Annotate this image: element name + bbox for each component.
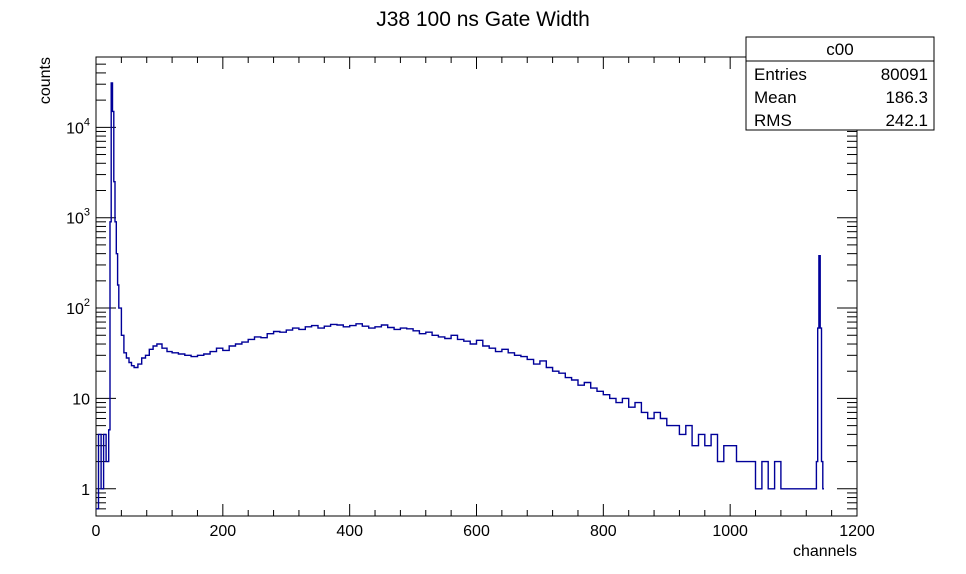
x-tick-label: 1000 [712,523,748,540]
stats-label: Mean [754,88,797,107]
histogram-series [96,82,824,510]
stats-value: 186.3 [885,88,928,107]
y-tick-label: 1 [81,482,90,499]
y-axis-title: counts [37,57,54,104]
y-tick-label: 103 [66,207,90,228]
plot-frame [95,56,858,517]
x-axis-title: channels [793,543,857,560]
y-tick-label: 104 [66,116,90,137]
stats-box-name: c00 [826,40,853,59]
stats-value: 80091 [881,65,928,84]
chart-title: J38 100 ns Gate Width [376,8,590,31]
stats-label: RMS [754,111,792,130]
x-tick-label: 1200 [839,523,875,540]
x-tick-label: 400 [336,523,363,540]
x-tick-label: 800 [590,523,617,540]
y-tick-label: 10 [72,391,90,408]
stats-label: Entries [754,65,807,84]
y-tick-label: 102 [66,297,90,318]
x-tick-label: 0 [92,523,101,540]
x-tick-label: 200 [209,523,236,540]
x-tick-label: 600 [463,523,490,540]
stats-box [745,36,935,131]
stats-value: 242.1 [885,111,928,130]
